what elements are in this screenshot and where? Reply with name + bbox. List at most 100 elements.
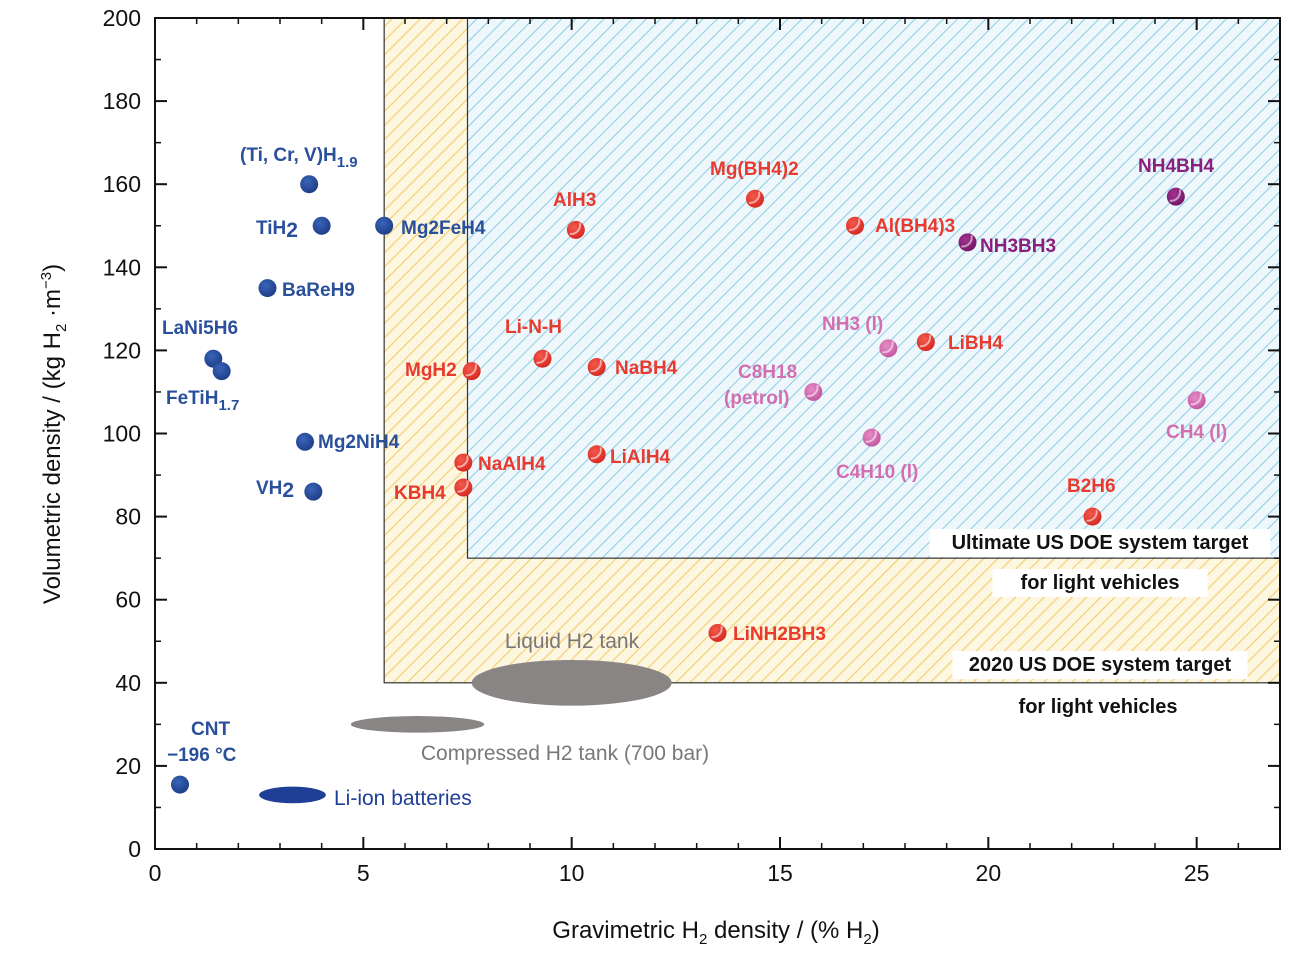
nabh4-point-highlight <box>590 359 602 373</box>
y-tick-label: 60 <box>115 587 141 613</box>
bareh9-label: BaReH9 <box>282 280 355 301</box>
kbh4-label: KBH4 <box>394 483 446 504</box>
axis-ticks: 0 5 10 15 20 25 0 20 40 60 80 100 120 140 160 180 200 <box>103 5 1280 886</box>
c8h18-point-highlight <box>807 384 819 397</box>
y-tick-label: 100 <box>103 421 141 447</box>
mg2nih4-point <box>296 432 314 451</box>
lialh4-point-highlight <box>590 447 602 460</box>
y-tick-label: 80 <box>115 504 141 530</box>
li-n-h-point <box>533 349 552 368</box>
region-ultimate-target <box>466 17 1281 559</box>
ti-cr-v-h-label: (Ti, Cr, V)H1.9 <box>240 145 358 171</box>
cnt-label-line2: −196 °C <box>167 745 237 766</box>
target-regions <box>383 17 1281 684</box>
al-bh4-3-point-highlight <box>848 218 861 231</box>
compressed-h2-tank-700-bar-label: Compressed H2 tank (700 bar) <box>421 742 709 765</box>
y-tick-label: 0 <box>128 836 141 862</box>
ch4-l-label: CH4 (l) <box>1166 422 1227 443</box>
nh3-l-point <box>879 339 898 358</box>
linh2bh3-label: LiNH2BH3 <box>733 624 826 645</box>
vh-point <box>304 482 323 501</box>
x-tick-label: 15 <box>767 860 793 886</box>
x-tick-label: 10 <box>559 860 585 886</box>
y-tick-label: 160 <box>103 171 141 197</box>
vh-label: VH2 <box>256 478 294 502</box>
ti-cr-v-h-point <box>300 175 319 194</box>
linh2bh3-point <box>708 623 727 642</box>
lialh4-label: LiAlH4 <box>610 447 671 468</box>
li-ion-batteries-label: Li-ion batteries <box>334 787 472 810</box>
nh4bh4-point <box>1166 187 1185 206</box>
nh4bh4-point-highlight <box>1169 189 1182 202</box>
fetih-label-subscript: 1.7 <box>218 397 239 414</box>
x-tick-label: 0 <box>149 860 162 886</box>
ultimate-target-label-line2: for light vehicles <box>1021 572 1180 594</box>
cnt-point <box>171 775 189 794</box>
liquid-h2-tank-label: Liquid H2 tank <box>505 630 640 653</box>
x-tick-label: 25 <box>1184 860 1210 886</box>
x-tick-label: 20 <box>976 860 1002 886</box>
b2h6-point <box>1083 507 1102 526</box>
nabh4-point <box>587 358 606 377</box>
compressed-h2-tank-700-bar-ellipse <box>350 716 485 733</box>
tih-label: TiH2 <box>256 218 298 242</box>
mg-bh4-2-point <box>746 189 764 208</box>
mg2feh4-point <box>375 216 394 235</box>
b2h6-point-highlight <box>1086 509 1098 522</box>
li-n-h-label: Li-N-H <box>505 317 562 338</box>
ultimate-target-label-line1-bg <box>929 529 1271 557</box>
data-points <box>171 175 1206 794</box>
li-n-h-point-highlight <box>536 351 548 364</box>
alh3-point-highlight <box>569 222 582 235</box>
libh4-label: LiBH4 <box>948 333 1003 354</box>
y-tick-label: 120 <box>103 337 141 363</box>
mgh2-label: MgH2 <box>405 360 457 381</box>
vh-label-subscript: 2 <box>282 479 294 502</box>
alh3-point <box>566 220 585 239</box>
li-ion-batteries-ellipse <box>259 786 326 804</box>
tih-point <box>312 216 331 235</box>
nh3-l-label: NH3 (l) <box>822 314 883 335</box>
liquid-h2-tank-ellipse <box>471 659 672 706</box>
c8h18-point <box>804 382 823 401</box>
target-2020-label-line1-bg <box>952 651 1248 679</box>
libh4-point <box>916 333 935 352</box>
naalh4-point-highlight <box>457 455 469 468</box>
c4h10-l-point-highlight <box>865 430 877 443</box>
ellipses: Liquid H2 tank Compressed H2 tank (700 ba… <box>259 630 709 810</box>
kbh4-point-highlight <box>457 480 469 493</box>
target-2020-label-line2-bg <box>990 693 1206 721</box>
ti-cr-v-h-label-subscript: 1.9 <box>337 154 358 171</box>
mg2feh4-label: Mg2FeH4 <box>401 218 486 239</box>
mg-bh4-2-point-highlight <box>748 191 761 204</box>
y-tick-label: 180 <box>103 88 141 114</box>
tih-label-subscript: 2 <box>286 219 298 242</box>
nh3bh3-point-highlight <box>961 235 973 248</box>
x-tick-label: 5 <box>357 860 370 886</box>
fetih-point <box>212 362 231 381</box>
fetih-label: FeTiH1.7 <box>166 388 239 414</box>
naalh4-label: NaAlH4 <box>478 454 546 475</box>
target-2020-label-line1: 2020 US DOE system target <box>969 654 1232 676</box>
target-2020-label-line2: for light vehicles <box>1019 696 1178 718</box>
region-labels: Ultimate US DOE system target for light v… <box>929 529 1271 721</box>
al-bh4-3-label: Al(BH4)3 <box>875 216 955 237</box>
naalh4-point <box>454 453 473 472</box>
libh4-point-highlight <box>919 334 932 348</box>
nabh4-label: NaBH4 <box>615 358 678 379</box>
y-tick-label: 20 <box>115 753 141 779</box>
alh3-label: AlH3 <box>553 190 596 211</box>
b2h6-label: B2H6 <box>1067 476 1116 497</box>
cnt-label: CNT <box>191 719 230 740</box>
linh2bh3-point-highlight <box>711 625 723 638</box>
point-labels: (Ti, Cr, V)H1.9 TiH2 Mg2FeH4 BaReH9 LaNi5H6 F… <box>162 145 1227 766</box>
ch4-l-point <box>1187 391 1206 410</box>
y-axis-title: Volumetric density / (kg H2 ·m−3) <box>38 264 70 604</box>
nh3bh3-label: NH3BH3 <box>980 236 1056 257</box>
x-axis-title: Gravimetric H2 density / (% H2) <box>552 917 879 948</box>
ultimate-target-label-line2-bg <box>992 569 1208 597</box>
ch4-l-point-highlight <box>1190 393 1202 406</box>
c4h10-l-label: C4H10 (l) <box>836 462 918 483</box>
c8h18-label: C8H18 <box>738 362 797 383</box>
